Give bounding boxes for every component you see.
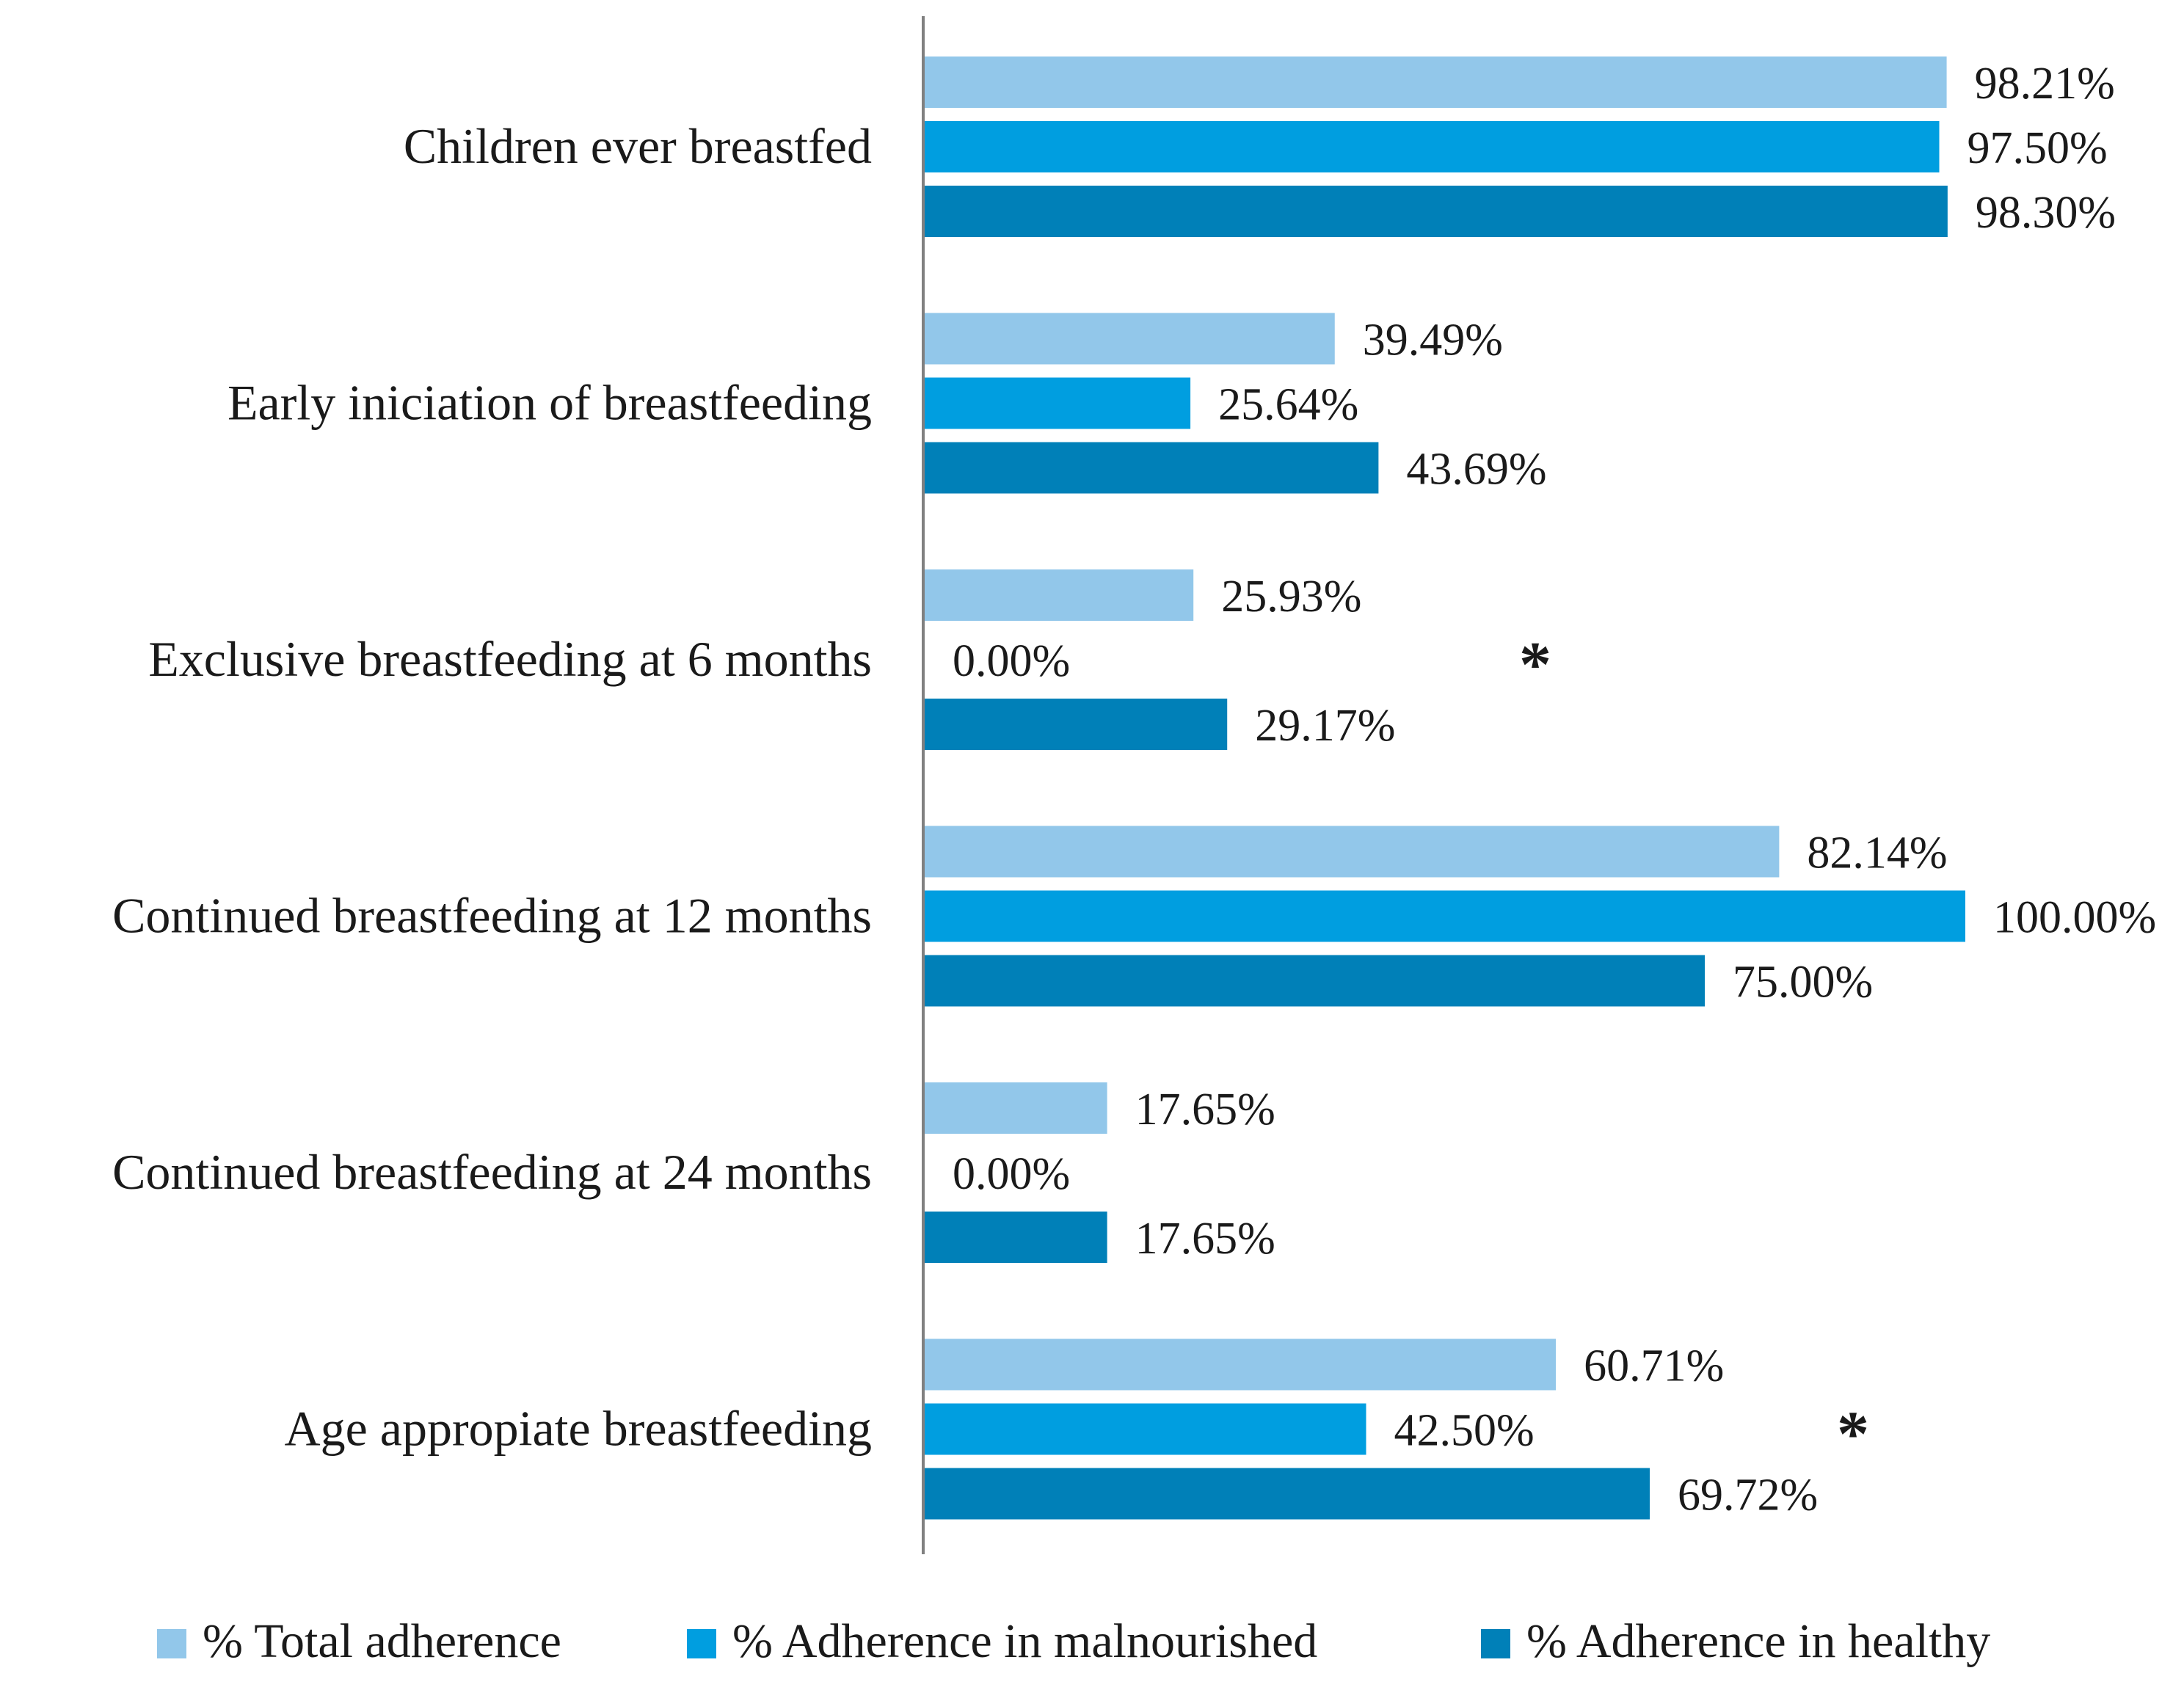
bar-total xyxy=(923,569,1193,621)
data-label: 0.00% xyxy=(953,636,1070,686)
data-label: 43.69% xyxy=(1406,445,1546,495)
data-label: 25.64% xyxy=(1218,380,1358,430)
legend-label: % Adherence in healthy xyxy=(1526,1614,1990,1668)
data-label: 39.49% xyxy=(1363,316,1503,365)
category-label: Continued breastfeeding at 24 months xyxy=(112,1144,872,1200)
bar-total xyxy=(923,1339,1556,1391)
category-label: Early iniciation of breastfeeding xyxy=(228,375,872,431)
bar-healthy xyxy=(923,442,1378,494)
data-label: 97.50% xyxy=(1968,123,2108,173)
data-label: 98.30% xyxy=(1976,188,2116,238)
data-label: 98.21% xyxy=(1975,59,2115,109)
value-labels: 98.21% 97.50% 98.30% 39.49%25.64% 43.69% 25.9… xyxy=(953,59,2156,1520)
data-label: 69.72% xyxy=(1678,1471,1818,1520)
bars-layer xyxy=(923,57,1965,1520)
legend-swatch xyxy=(687,1629,716,1658)
bar-healthy xyxy=(923,1468,1650,1520)
data-label: 82.14% xyxy=(1807,828,1947,878)
bar-total xyxy=(923,1082,1107,1134)
data-label: 25.93% xyxy=(1221,572,1361,622)
data-label: 42.50% xyxy=(1394,1406,1535,1456)
breastfeeding-adherence-chart: Children ever breastfed Early iniciation … xyxy=(0,0,2184,1701)
significance-asterisk: * xyxy=(1837,1399,1869,1471)
legend-label: % Adherence in malnourished xyxy=(732,1614,1317,1668)
bar-malnourished xyxy=(923,378,1190,429)
category-labels: Children ever breastfed Early iniciation … xyxy=(112,118,872,1457)
bar-healthy xyxy=(923,699,1227,750)
legend-swatch xyxy=(1481,1629,1510,1658)
bar-healthy xyxy=(923,1212,1107,1263)
bar-malnourished xyxy=(923,121,1940,172)
data-label: 17.65% xyxy=(1135,1085,1275,1134)
category-label: Children ever breastfed xyxy=(404,118,872,174)
bar-total xyxy=(923,57,1947,108)
data-label: 60.71% xyxy=(1584,1341,1724,1391)
significance-asterisk: * xyxy=(1519,630,1551,701)
legend: % Total adherence % Adherence in malnouri… xyxy=(157,1614,1990,1668)
data-label: 100.00% xyxy=(1993,893,2156,943)
legend-label: % Total adherence xyxy=(203,1614,561,1668)
bar-total xyxy=(923,313,1335,365)
data-label: 0.00% xyxy=(953,1149,1070,1199)
data-label: 29.17% xyxy=(1255,701,1395,751)
bar-malnourished xyxy=(923,1404,1366,1455)
legend-swatch xyxy=(157,1629,186,1658)
data-label: 75.00% xyxy=(1733,958,1873,1008)
bar-total xyxy=(923,826,1779,878)
bar-healthy xyxy=(923,186,1948,237)
bar-healthy xyxy=(923,955,1705,1007)
data-label: 17.65% xyxy=(1135,1214,1275,1264)
category-label: Continued breastfeeding at 12 months xyxy=(112,888,872,944)
bar-malnourished xyxy=(923,891,1965,942)
category-label: Age appropiate breastfeeding xyxy=(284,1401,872,1457)
category-label: Exclusive breastfeeding at 6 months xyxy=(148,631,872,687)
